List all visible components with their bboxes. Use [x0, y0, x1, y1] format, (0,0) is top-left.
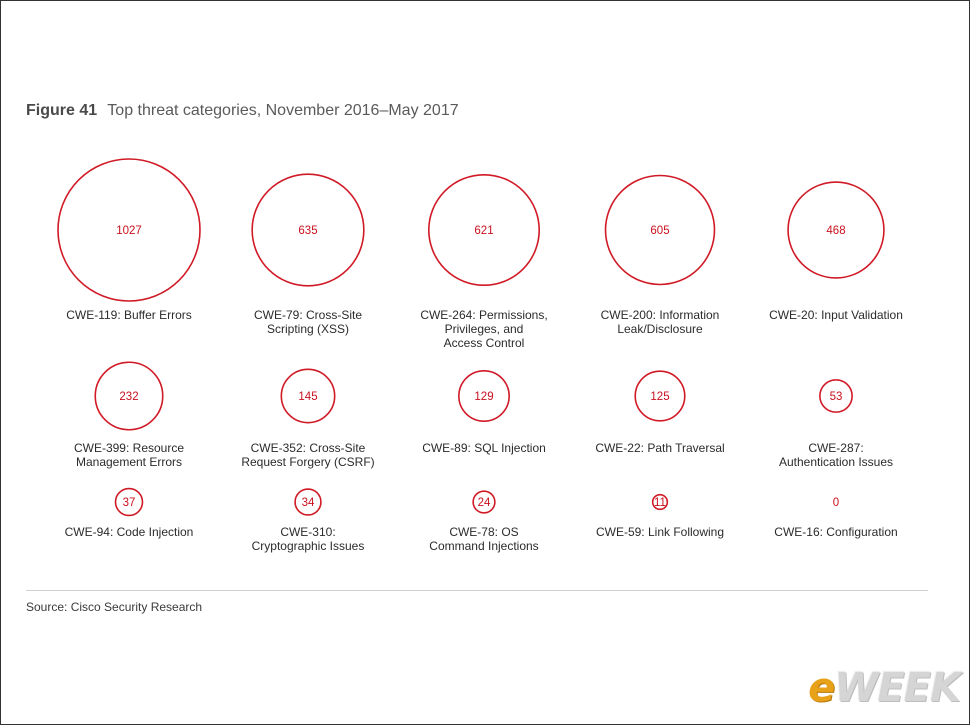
bubble-circle — [472, 490, 496, 514]
bubble-label: CWE-352: Cross-Site Request Forgery (CSRF… — [241, 441, 374, 469]
bubble-label: CWE-16: Configuration — [774, 525, 897, 539]
bubble-circle — [604, 174, 716, 286]
bubble-circle — [787, 181, 885, 279]
bubble-circle — [114, 487, 144, 517]
bubble-circle — [57, 158, 201, 302]
bubble-item: 1027 CWE-119: Buffer Errors — [57, 158, 201, 322]
bubble-item: 232 CWE-399: Resource Management Errors — [74, 361, 184, 469]
bubble-circle — [458, 370, 510, 422]
bubble-item: 0 CWE-16: Configuration — [774, 497, 897, 539]
bubble-circle — [651, 493, 669, 511]
bubble-item: 125 CWE-22: Path Traversal — [595, 370, 725, 455]
bubble-item: 11 CWE-59: Link Following — [596, 493, 724, 539]
bubble-item: 53 CWE-287: Authentication Issues — [779, 379, 893, 469]
bubble-item: 129 CWE-89: SQL Injection — [422, 370, 546, 455]
bubble-label: CWE-119: Buffer Errors — [66, 308, 192, 322]
bubble-value: 1027 — [116, 225, 142, 237]
bubble-value: 635 — [298, 225, 317, 237]
bubble-circle — [819, 379, 853, 413]
bubble-value: 0 — [833, 497, 839, 509]
bubble-label: CWE-264: Permissions, Privileges, and Acce… — [420, 308, 547, 350]
bubble-label: CWE-22: Path Traversal — [595, 441, 724, 455]
bubble-value: 129 — [474, 391, 493, 403]
bubble-circle — [280, 368, 336, 424]
bubble-label: CWE-59: Link Following — [596, 525, 724, 539]
bubble-item: 37 CWE-94: Code Injection — [65, 487, 194, 539]
bubble-value: 24 — [478, 497, 491, 509]
bubble-label: CWE-78: OS Command Injections — [429, 525, 538, 553]
figure-title: Figure 41 Top threat categories, Novembe… — [26, 102, 459, 120]
bubble-label: CWE-20: Input Validation — [769, 308, 903, 322]
bubble-value: 145 — [298, 391, 317, 403]
bubble-label: CWE-94: Code Injection — [65, 525, 194, 539]
bubble-item: 635 CWE-79: Cross-Site Scripting (XSS) — [251, 173, 365, 336]
bubble-circle — [251, 173, 365, 287]
bubble-circle — [294, 488, 322, 516]
bubble-value: 125 — [650, 391, 669, 403]
bubble-value: 37 — [123, 497, 136, 509]
bubble-circle — [427, 173, 541, 287]
bubble-item: 621 CWE-264: Permissions, Privileges, and A… — [420, 173, 548, 350]
bubble-item: 605 CWE-200: Information Leak/Disclosure — [601, 174, 720, 336]
source-note: Source: Cisco Security Research — [26, 600, 203, 614]
bubble-circle — [94, 361, 164, 431]
bubble-label: CWE-287: Authentication Issues — [779, 441, 893, 469]
bubble-label: CWE-200: Information Leak/Disclosure — [601, 308, 720, 336]
bubble-value: 34 — [302, 497, 315, 509]
bubble-circle — [634, 370, 686, 422]
divider — [26, 590, 928, 591]
bubble-label: CWE-79: Cross-Site Scripting (XSS) — [254, 308, 362, 336]
figure-label: Figure 41 — [26, 102, 98, 119]
bubble-item: 24 CWE-78: OS Command Injections — [429, 490, 539, 553]
bubble-item: 34 CWE-310: Cryptographic Issues — [252, 488, 365, 553]
bubble-value: 605 — [650, 225, 669, 237]
bubble-label: CWE-89: SQL Injection — [422, 441, 546, 455]
bubble-item: 468 CWE-20: Input Validation — [769, 181, 903, 322]
bubble-value: 53 — [830, 391, 843, 403]
bubble-value: 232 — [119, 391, 138, 403]
bubble-label: CWE-399: Resource Management Errors — [74, 441, 184, 469]
bubble-label: CWE-310: Cryptographic Issues — [252, 525, 365, 553]
bubble-value: 11 — [654, 497, 666, 509]
eweek-logo: eWEEK — [808, 665, 961, 711]
bubble-value: 621 — [474, 225, 493, 237]
figure-title-text: Top threat categories, November 2016–May… — [107, 102, 459, 119]
bubble-value: 468 — [826, 225, 845, 237]
bubble-item: 145 CWE-352: Cross-Site Request Forgery (C… — [241, 368, 375, 469]
